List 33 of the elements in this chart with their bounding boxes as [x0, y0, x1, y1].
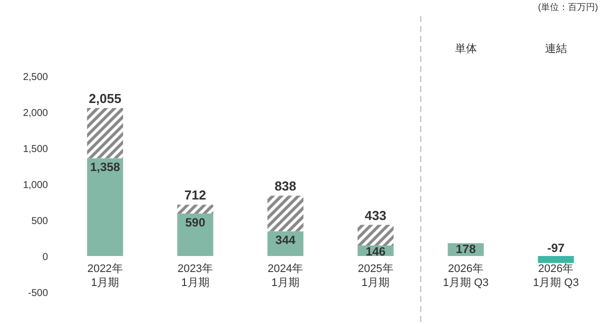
bar [177, 214, 214, 256]
x-tick-label: 2024年 1月期 [268, 263, 304, 289]
bar [177, 204, 214, 214]
data-label: 146 [366, 244, 386, 258]
data-label: 344 [275, 233, 296, 248]
total-label: 2,055 [88, 91, 122, 106]
bar [538, 256, 574, 263]
y-tick-label: 1,000 [22, 180, 48, 191]
x-tick-label: 2026年 1月期 Q3 [442, 263, 489, 289]
total-label: 712 [184, 188, 206, 203]
y-tick-label: 500 [31, 216, 48, 227]
y-tick-label: 2,000 [22, 108, 48, 119]
x-tick-label: 2023年 1月期 [178, 263, 213, 289]
total-label: 838 [274, 178, 296, 194]
total-label: 433 [364, 208, 386, 223]
x-tick-label: 2025年 1月期 [358, 263, 394, 289]
y-tick-label: 2,500 [22, 72, 48, 83]
bar [87, 108, 124, 158]
y-tick-label: 0 [42, 252, 48, 263]
x-tick-label: 2022年 1月期 [87, 263, 123, 289]
bar [267, 196, 304, 232]
y-tick-label: 1,500 [22, 144, 48, 155]
bar [87, 158, 124, 256]
text: 単体 [454, 43, 477, 55]
data-label: -97 [547, 241, 565, 255]
data-label: 590 [185, 216, 206, 230]
x-tick-label: 2026年 1月期 Q3 [532, 263, 579, 289]
text: (単位：百万円) [538, 2, 598, 12]
data-label: 178 [456, 242, 476, 256]
data-label: 1,358 [90, 160, 120, 174]
bar [358, 224, 394, 246]
y-tick-label: -500 [28, 288, 48, 299]
text: 連結 [544, 42, 567, 55]
